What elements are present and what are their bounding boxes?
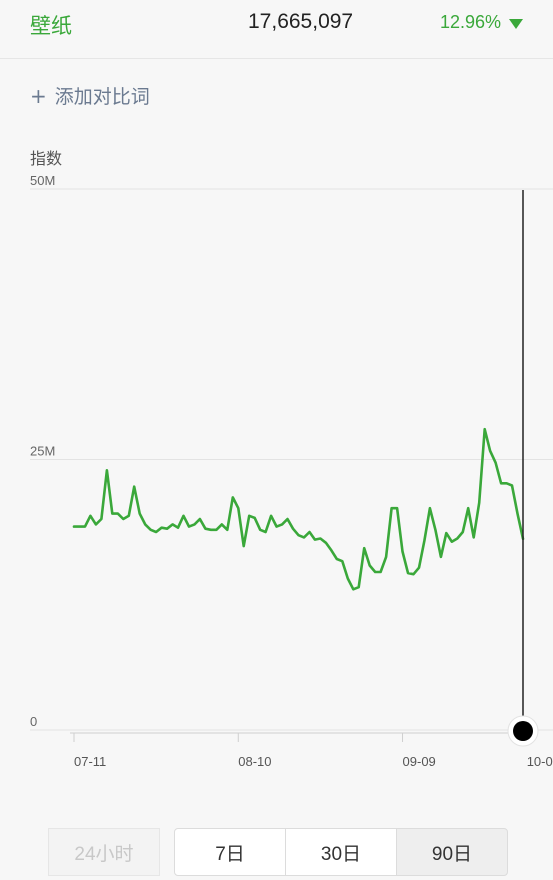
y-tick-label: 25M: [30, 444, 55, 459]
trend-chart[interactable]: 0 25M 50M 07-11 08-10 09-09 10-08: [0, 170, 553, 790]
plus-icon: +: [30, 83, 47, 108]
change-percent: 12.96%: [439, 12, 501, 32]
x-tick-label: 07-11: [74, 754, 106, 769]
range-30d-button[interactable]: 30日: [285, 828, 397, 876]
series-line-壁纸: [72, 427, 525, 591]
add-compare-button[interactable]: + 添加对比词: [30, 82, 150, 109]
header-bar: 壁纸 17,665,097 12.96%: [0, 0, 553, 59]
index-value: 17,665,097: [248, 10, 354, 33]
cursor-marker: [513, 721, 533, 741]
x-tick-label: 10-08: [527, 754, 553, 769]
range-7d-button[interactable]: 7日: [174, 828, 286, 876]
time-range-selector: 24小时 7日 30日 90日: [48, 828, 508, 876]
y-tick-label: 0: [30, 714, 37, 729]
change-indicator: 12.96%: [440, 12, 523, 33]
keyword-title[interactable]: 壁纸: [30, 14, 72, 38]
x-tick-label: 08-10: [238, 754, 271, 769]
range-24h-button: 24小时: [48, 828, 160, 876]
y-axis-title: 指数: [30, 149, 63, 168]
y-tick-label: 50M: [30, 173, 55, 188]
triangle-down-icon: [509, 18, 523, 29]
x-tick-label: 09-09: [403, 754, 436, 769]
add-compare-label: 添加对比词: [54, 86, 150, 108]
range-90d-button[interactable]: 90日: [396, 828, 508, 876]
